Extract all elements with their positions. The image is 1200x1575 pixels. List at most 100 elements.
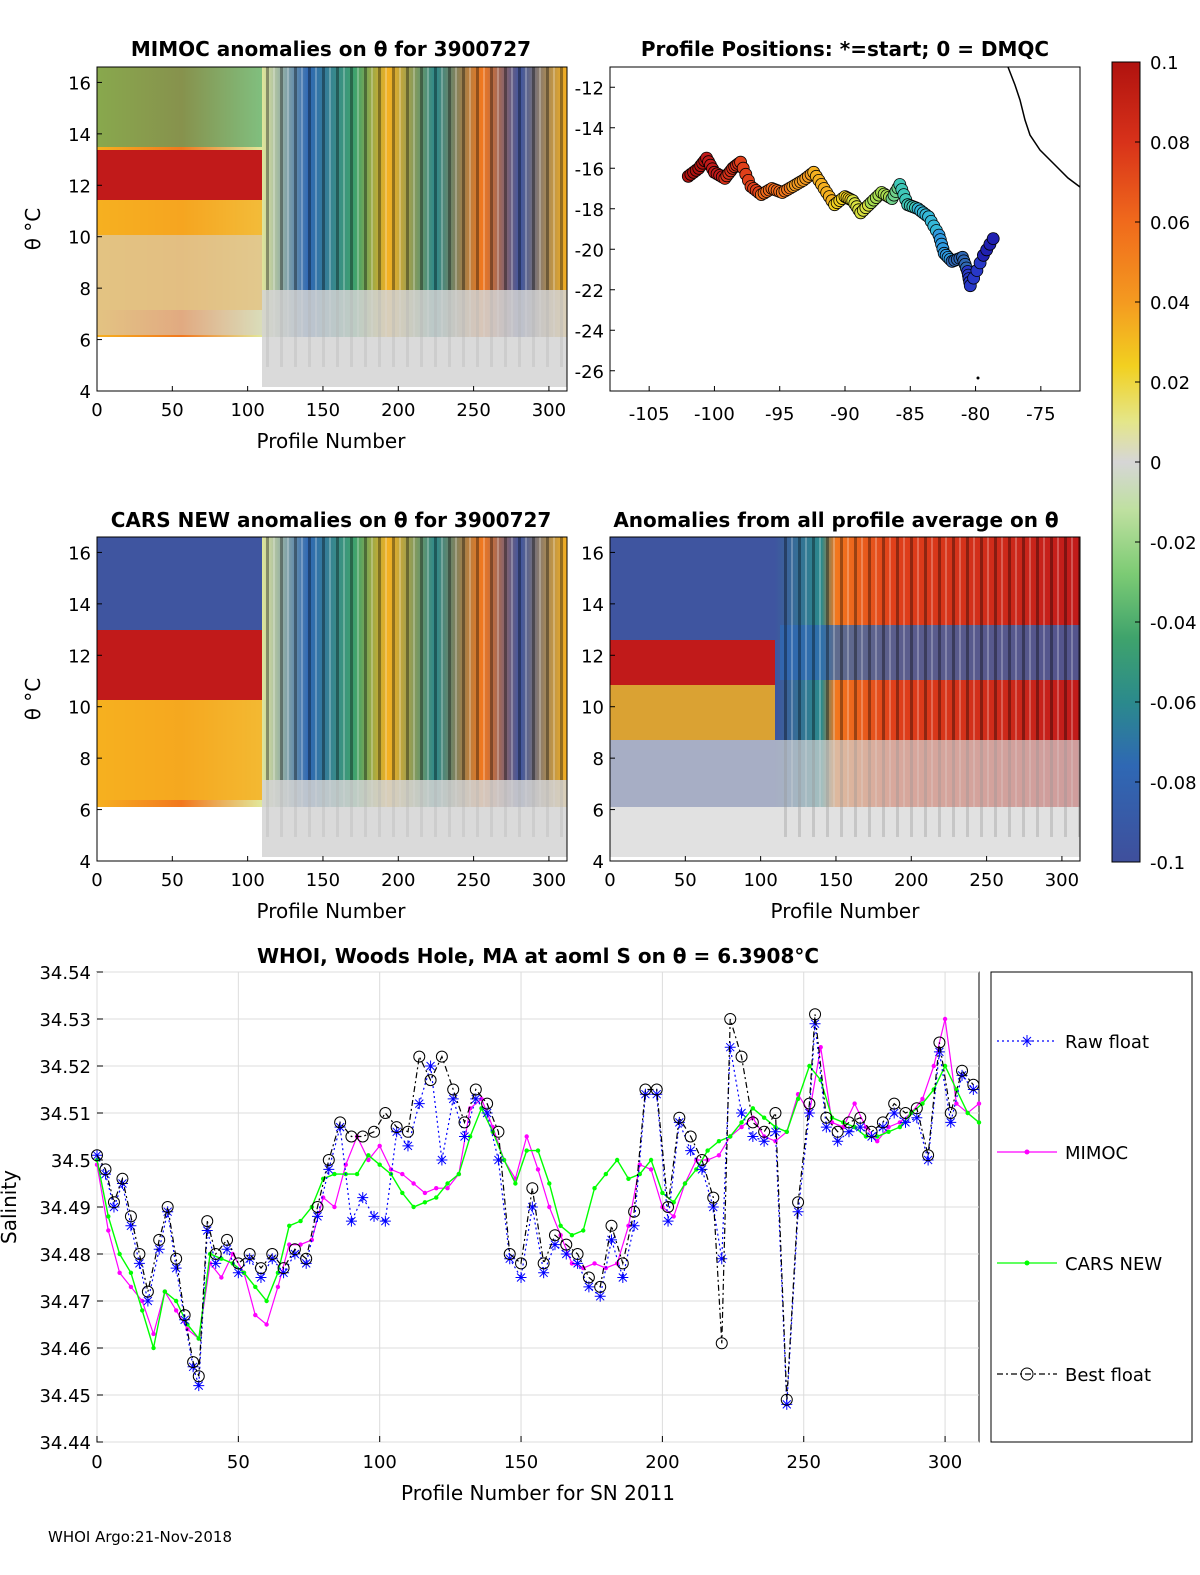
data-point (707, 1191, 720, 1204)
data-point (648, 1167, 654, 1172)
data-point (501, 1157, 507, 1163)
data-point (538, 1267, 550, 1279)
data-point (583, 1281, 595, 1293)
data-point (309, 1237, 315, 1243)
theta-tick-label: 8 (80, 279, 91, 300)
colorbar-tick-label: -0.08 (1150, 773, 1197, 794)
allavg-y-ticks: 16 14 12 10 8 6 4 (581, 543, 615, 873)
data-point (379, 1215, 391, 1227)
data-point (735, 1050, 748, 1063)
data-point (897, 1124, 903, 1130)
cars-title: CARS NEW anomalies on θ for 3900727 (111, 508, 552, 532)
data-point (954, 1087, 959, 1092)
theta-tick-label: 14 (581, 595, 604, 616)
profile-tick-label: 50 (161, 870, 184, 891)
longitude-ticks: -105 -100 -95 -90 -85 -80 -75 (629, 386, 1056, 425)
data-point (141, 1285, 154, 1298)
data-point (965, 1110, 970, 1116)
legend-label: CARS NEW (1065, 1254, 1162, 1275)
mimoc-axes-box (96, 66, 568, 392)
data-point (332, 1171, 337, 1177)
data-point (673, 1116, 685, 1128)
data-point (780, 1393, 793, 1406)
data-point (842, 1116, 855, 1129)
profile-tick-label: 100 (743, 870, 777, 891)
data-point (616, 1257, 629, 1270)
data-point (911, 1112, 923, 1124)
data-point (221, 1233, 234, 1246)
lat-tick-label: -20 (575, 240, 604, 261)
data-point (178, 1309, 191, 1322)
data-point (854, 1121, 866, 1133)
data-point (739, 1120, 744, 1125)
legend-marker (1021, 1035, 1033, 1047)
data-point (422, 1200, 428, 1205)
data-point (594, 1280, 607, 1293)
allavg-deep-neutral (610, 740, 1080, 857)
data-point (192, 1370, 205, 1383)
data-point (899, 1107, 912, 1119)
data-point (366, 1157, 371, 1163)
data-point (524, 1148, 529, 1153)
data-point (401, 1125, 414, 1138)
data-point (128, 1284, 134, 1290)
data-point (515, 1272, 527, 1283)
colorbar-tick-label: 0.04 (1150, 293, 1190, 314)
data-point (117, 1270, 122, 1276)
data-point (746, 1116, 759, 1129)
data-point (807, 1063, 812, 1069)
legend-marker (1024, 1149, 1030, 1155)
data-point (933, 1046, 945, 1058)
profile-tick-label: 300 (1045, 870, 1079, 891)
profile-tick-label: 50 (161, 400, 184, 421)
data-point (560, 1248, 572, 1260)
data-point (425, 1060, 437, 1072)
theta-tick-label: 14 (68, 595, 91, 616)
data-point (151, 1331, 156, 1337)
y-tick-label: 34.51 (39, 1104, 91, 1125)
profile-tick-label: 0 (604, 870, 615, 891)
data-point (682, 1181, 688, 1186)
allavg-x-label: Profile Number (771, 899, 921, 923)
colorbar-tick-label: -0.02 (1150, 533, 1197, 554)
legend-item: Best float (997, 1365, 1151, 1386)
chart-title: WHOI, Woods Hole, MA at aoml S on θ = 6.… (257, 944, 819, 968)
lat-tick-label: -14 (575, 119, 604, 140)
x-tick-label: 100 (363, 1452, 397, 1473)
data-point (724, 1041, 736, 1053)
data-point (187, 1361, 199, 1373)
data-point (651, 1088, 663, 1100)
data-point (379, 1107, 392, 1119)
data-point (241, 1270, 247, 1276)
x-tick-label: 50 (227, 1452, 250, 1473)
data-point (818, 1045, 823, 1050)
mimoc-x-ticks: 0 50 100 150 200 250 300 (91, 386, 566, 421)
y-tick-label: 34.49 (39, 1198, 91, 1219)
data-point (391, 1126, 403, 1138)
float-track (681, 151, 1000, 293)
y-tick-label: 34.5 (51, 1151, 91, 1172)
data-point (854, 1111, 867, 1124)
cars-deep-neutral (262, 780, 567, 857)
allavg-warm-tongue (610, 685, 775, 740)
data-point (413, 1098, 425, 1110)
data-point (792, 1196, 805, 1209)
data-point (162, 1206, 174, 1218)
data-point (196, 1336, 201, 1341)
data-point (140, 1308, 145, 1313)
data-point (967, 1084, 979, 1095)
mimoc-surface-band (97, 67, 262, 147)
data-point (694, 1167, 699, 1172)
data-point (469, 1083, 482, 1096)
data-point (888, 1097, 901, 1110)
data-point (173, 1298, 179, 1304)
data-point (569, 1261, 575, 1266)
data-point (524, 1134, 529, 1139)
colorbar-tick-label: -0.04 (1150, 613, 1197, 634)
data-point (368, 1125, 381, 1138)
data-point (411, 1181, 416, 1186)
data-point (728, 1134, 733, 1139)
data-point (866, 1131, 878, 1142)
theta-tick-label: 6 (80, 801, 91, 822)
y-tick-label: 34.46 (39, 1339, 91, 1360)
